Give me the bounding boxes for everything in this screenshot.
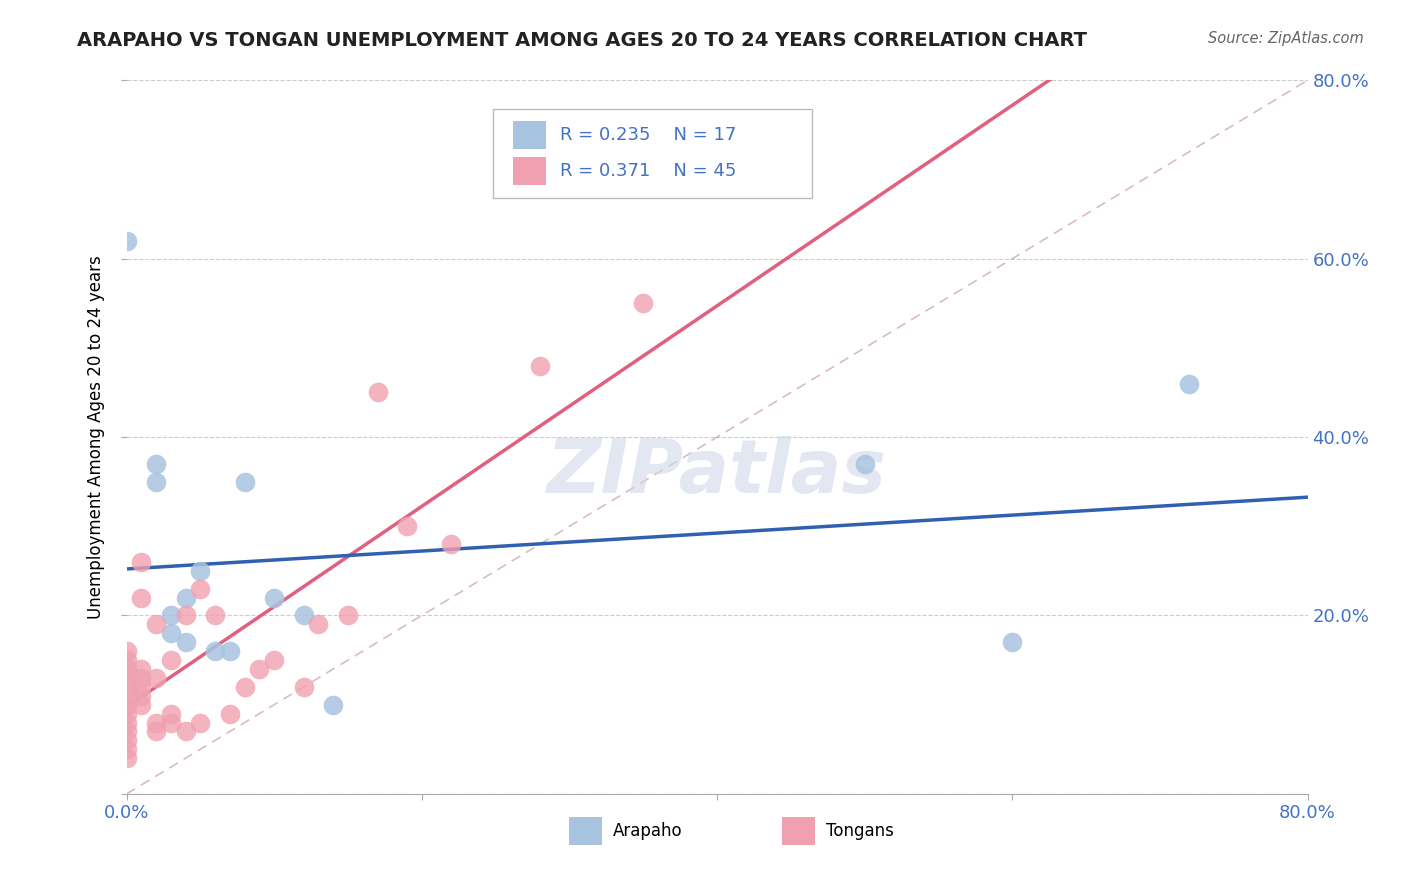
- Point: [145, 724, 167, 739]
- Point: [337, 608, 360, 623]
- Bar: [782, 817, 815, 846]
- Bar: [513, 157, 546, 186]
- Point: [160, 653, 183, 667]
- Point: [188, 582, 212, 596]
- Point: [129, 591, 153, 605]
- Point: [633, 296, 655, 310]
- Point: [1001, 635, 1024, 649]
- Point: [129, 689, 153, 703]
- FancyBboxPatch shape: [492, 109, 811, 198]
- Point: [853, 457, 876, 471]
- Point: [160, 706, 183, 721]
- Point: [115, 689, 138, 703]
- Point: [115, 733, 138, 747]
- Text: R = 0.235    N = 17: R = 0.235 N = 17: [560, 127, 737, 145]
- Point: [115, 662, 138, 676]
- Point: [174, 591, 197, 605]
- Point: [145, 457, 167, 471]
- Point: [115, 644, 138, 658]
- Point: [292, 680, 315, 694]
- Point: [115, 724, 138, 739]
- Point: [263, 653, 285, 667]
- Point: [145, 671, 167, 685]
- Point: [1178, 376, 1201, 391]
- Point: [145, 475, 167, 489]
- Point: [115, 698, 138, 712]
- Point: [233, 475, 256, 489]
- Point: [115, 742, 138, 756]
- Text: Source: ZipAtlas.com: Source: ZipAtlas.com: [1208, 31, 1364, 46]
- Text: R = 0.371    N = 45: R = 0.371 N = 45: [560, 162, 737, 180]
- Point: [115, 680, 138, 694]
- Point: [145, 617, 167, 632]
- Point: [174, 608, 197, 623]
- Point: [529, 359, 551, 373]
- Point: [219, 644, 242, 658]
- Text: ZIPatlas: ZIPatlas: [547, 436, 887, 509]
- Point: [115, 234, 138, 248]
- Point: [219, 706, 242, 721]
- Point: [129, 680, 153, 694]
- Point: [249, 662, 271, 676]
- Point: [115, 715, 138, 730]
- Point: [204, 644, 226, 658]
- Point: [115, 671, 138, 685]
- Point: [308, 617, 330, 632]
- Point: [129, 662, 153, 676]
- Point: [174, 635, 197, 649]
- Point: [129, 555, 153, 569]
- Point: [160, 608, 183, 623]
- Point: [115, 698, 138, 712]
- Point: [129, 698, 153, 712]
- Bar: [513, 121, 546, 150]
- Point: [322, 698, 344, 712]
- Point: [292, 608, 315, 623]
- Point: [174, 724, 197, 739]
- Point: [396, 519, 419, 533]
- Point: [115, 653, 138, 667]
- Point: [204, 608, 226, 623]
- Point: [145, 715, 167, 730]
- Text: Arapaho: Arapaho: [613, 822, 683, 840]
- Point: [115, 751, 138, 765]
- Point: [129, 671, 153, 685]
- Point: [160, 626, 183, 640]
- Point: [233, 680, 256, 694]
- Point: [188, 715, 212, 730]
- Point: [160, 715, 183, 730]
- Text: Tongans: Tongans: [825, 822, 894, 840]
- Point: [115, 706, 138, 721]
- Point: [367, 385, 389, 400]
- Bar: [569, 817, 603, 846]
- Point: [188, 564, 212, 578]
- Text: ARAPAHO VS TONGAN UNEMPLOYMENT AMONG AGES 20 TO 24 YEARS CORRELATION CHART: ARAPAHO VS TONGAN UNEMPLOYMENT AMONG AGE…: [77, 31, 1087, 50]
- Point: [263, 591, 285, 605]
- Point: [440, 537, 463, 551]
- Y-axis label: Unemployment Among Ages 20 to 24 years: Unemployment Among Ages 20 to 24 years: [87, 255, 105, 619]
